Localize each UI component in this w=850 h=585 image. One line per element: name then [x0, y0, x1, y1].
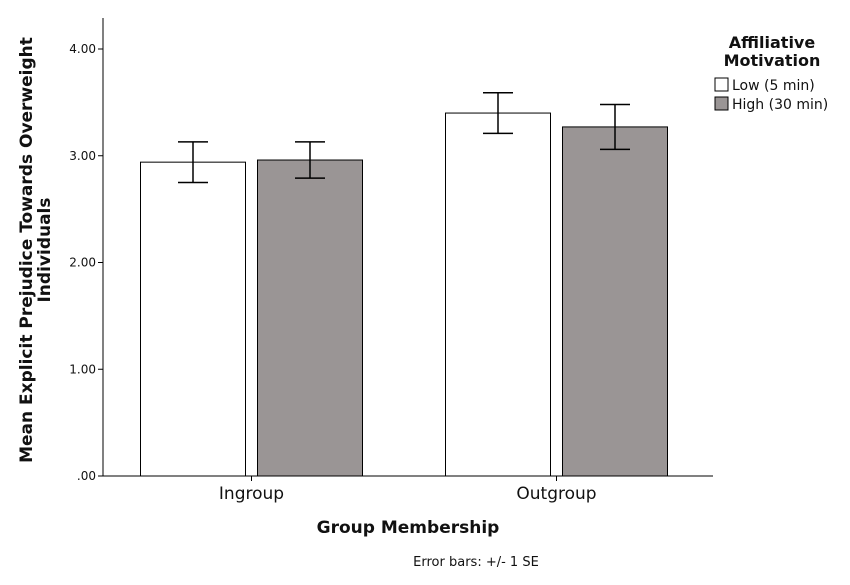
- bar: [257, 159, 363, 477]
- bar: [562, 126, 668, 477]
- bar: [140, 161, 246, 477]
- y-tick-label: 3.00: [69, 149, 96, 163]
- y-axis-title-line-2: Individuals: [35, 197, 55, 302]
- x-tick-label: Ingroup: [219, 484, 284, 504]
- legend-title-line-2: Motivation: [724, 51, 821, 70]
- y-tick-label: 4.00: [69, 42, 96, 56]
- legend-label-low: Low (5 min): [732, 78, 815, 94]
- x-axis-title: Group Membership: [317, 518, 500, 538]
- legend: Affiliative Motivation Low (5 min) High …: [714, 33, 828, 113]
- y-tick-label: 2.00: [69, 256, 96, 270]
- legend-swatch-high: [714, 96, 729, 111]
- bar: [445, 112, 551, 477]
- legend-title-line-1: Affiliative: [729, 33, 816, 52]
- y-tick-label: .00: [77, 469, 96, 483]
- y-axis-title-line-1: Mean Explicit Prejudice Towards Overweig…: [17, 37, 37, 463]
- plot-area: .00 1.00 2.00 3.00 4.00 Ingroup Outgroup: [69, 18, 713, 504]
- y-tick-label: 1.00: [69, 362, 96, 376]
- x-tick-label: Outgroup: [516, 484, 596, 504]
- legend-label-high: High (30 min): [732, 97, 828, 113]
- legend-swatch-low: [714, 77, 729, 92]
- error-bar-note: Error bars: +/- 1 SE: [413, 555, 539, 570]
- y-axis-title: Mean Explicit Prejudice Towards Overweig…: [17, 37, 55, 463]
